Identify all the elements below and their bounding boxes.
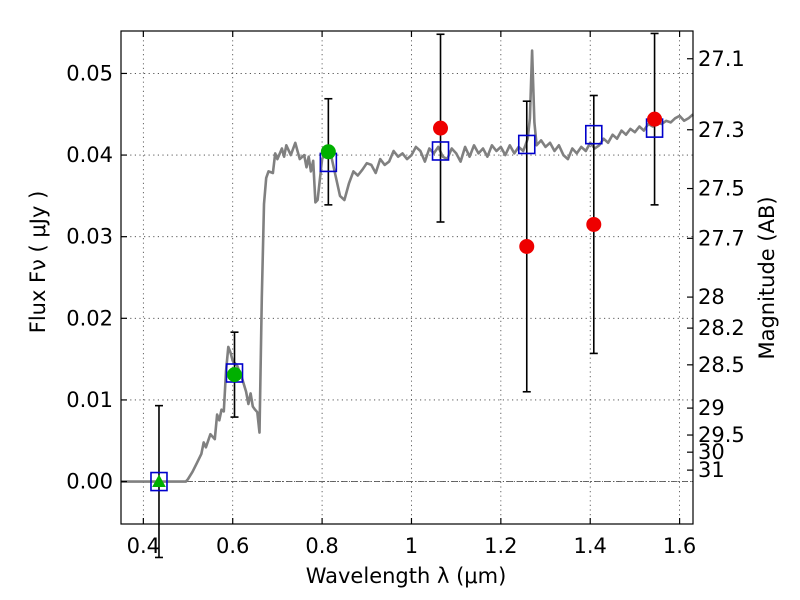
y-tick-label: 0.01 <box>66 388 113 412</box>
magnitude-tick-label: 27.3 <box>698 118 745 142</box>
sed-line-layer <box>121 49 694 483</box>
magnitude-tick-label: 29 <box>698 396 725 420</box>
hst-point <box>519 238 535 254</box>
model-photometry-square <box>584 124 603 145</box>
x-tick-label: 1.4 <box>574 534 607 558</box>
ground-point <box>320 144 336 160</box>
x-tick-label: 1.6 <box>663 534 696 558</box>
hst-point <box>647 111 663 127</box>
magnitude-tick-label: 27.5 <box>698 177 745 201</box>
model-photometry-square <box>517 134 536 155</box>
magnitude-tick-label: 30 <box>698 440 725 464</box>
axis-layer: 0.4 0.6 0.8 1 1.2 1.4 1.6 0.00 0.01 0.02 0.03 0.04 0… <box>66 30 745 558</box>
x-tick-label: 0.4 <box>127 534 160 558</box>
model-photometry-square <box>150 471 168 492</box>
magnitude-tick-label: 28 <box>698 285 725 309</box>
secondary-y-axis-title: Magnitude (AB) <box>755 196 779 359</box>
magnitude-tick-label: 29.5 <box>698 423 745 447</box>
hst-point <box>433 120 449 136</box>
y-tick-label: 0.05 <box>66 61 113 85</box>
y-tick-label: 0.00 <box>66 470 113 494</box>
y-tick-label: 0.02 <box>66 306 113 330</box>
x-axis-title: Wavelength λ (μm) <box>306 564 507 588</box>
grid-layer <box>121 31 693 524</box>
magnitude-tick-label: 31 <box>698 458 725 482</box>
y-tick-label: 0.04 <box>66 143 113 167</box>
x-tick-label: 0.8 <box>305 534 338 558</box>
errorbar-layer <box>154 32 659 559</box>
marker-layer <box>150 111 664 492</box>
y-tick-label: 0.03 <box>66 225 113 249</box>
magnitude-tick-label: 27.1 <box>698 47 745 71</box>
magnitude-tick-label: 27.7 <box>698 226 745 250</box>
x-tick-label: 1 <box>405 534 418 558</box>
x-tick-label: 0.6 <box>216 534 249 558</box>
sed-template-line <box>121 49 694 483</box>
ground-point <box>227 367 243 383</box>
y-axis-title: Flux Fν ( μJy ) <box>26 191 50 334</box>
hst-point <box>586 216 602 232</box>
magnitude-tick-label: 28.2 <box>698 316 745 340</box>
magnitude-tick-label: 28.5 <box>698 353 745 377</box>
ground-point-triangle <box>152 474 166 488</box>
model-photometry-square <box>431 141 450 161</box>
x-tick-label: 1.2 <box>484 534 517 558</box>
plot-frame <box>120 30 694 525</box>
